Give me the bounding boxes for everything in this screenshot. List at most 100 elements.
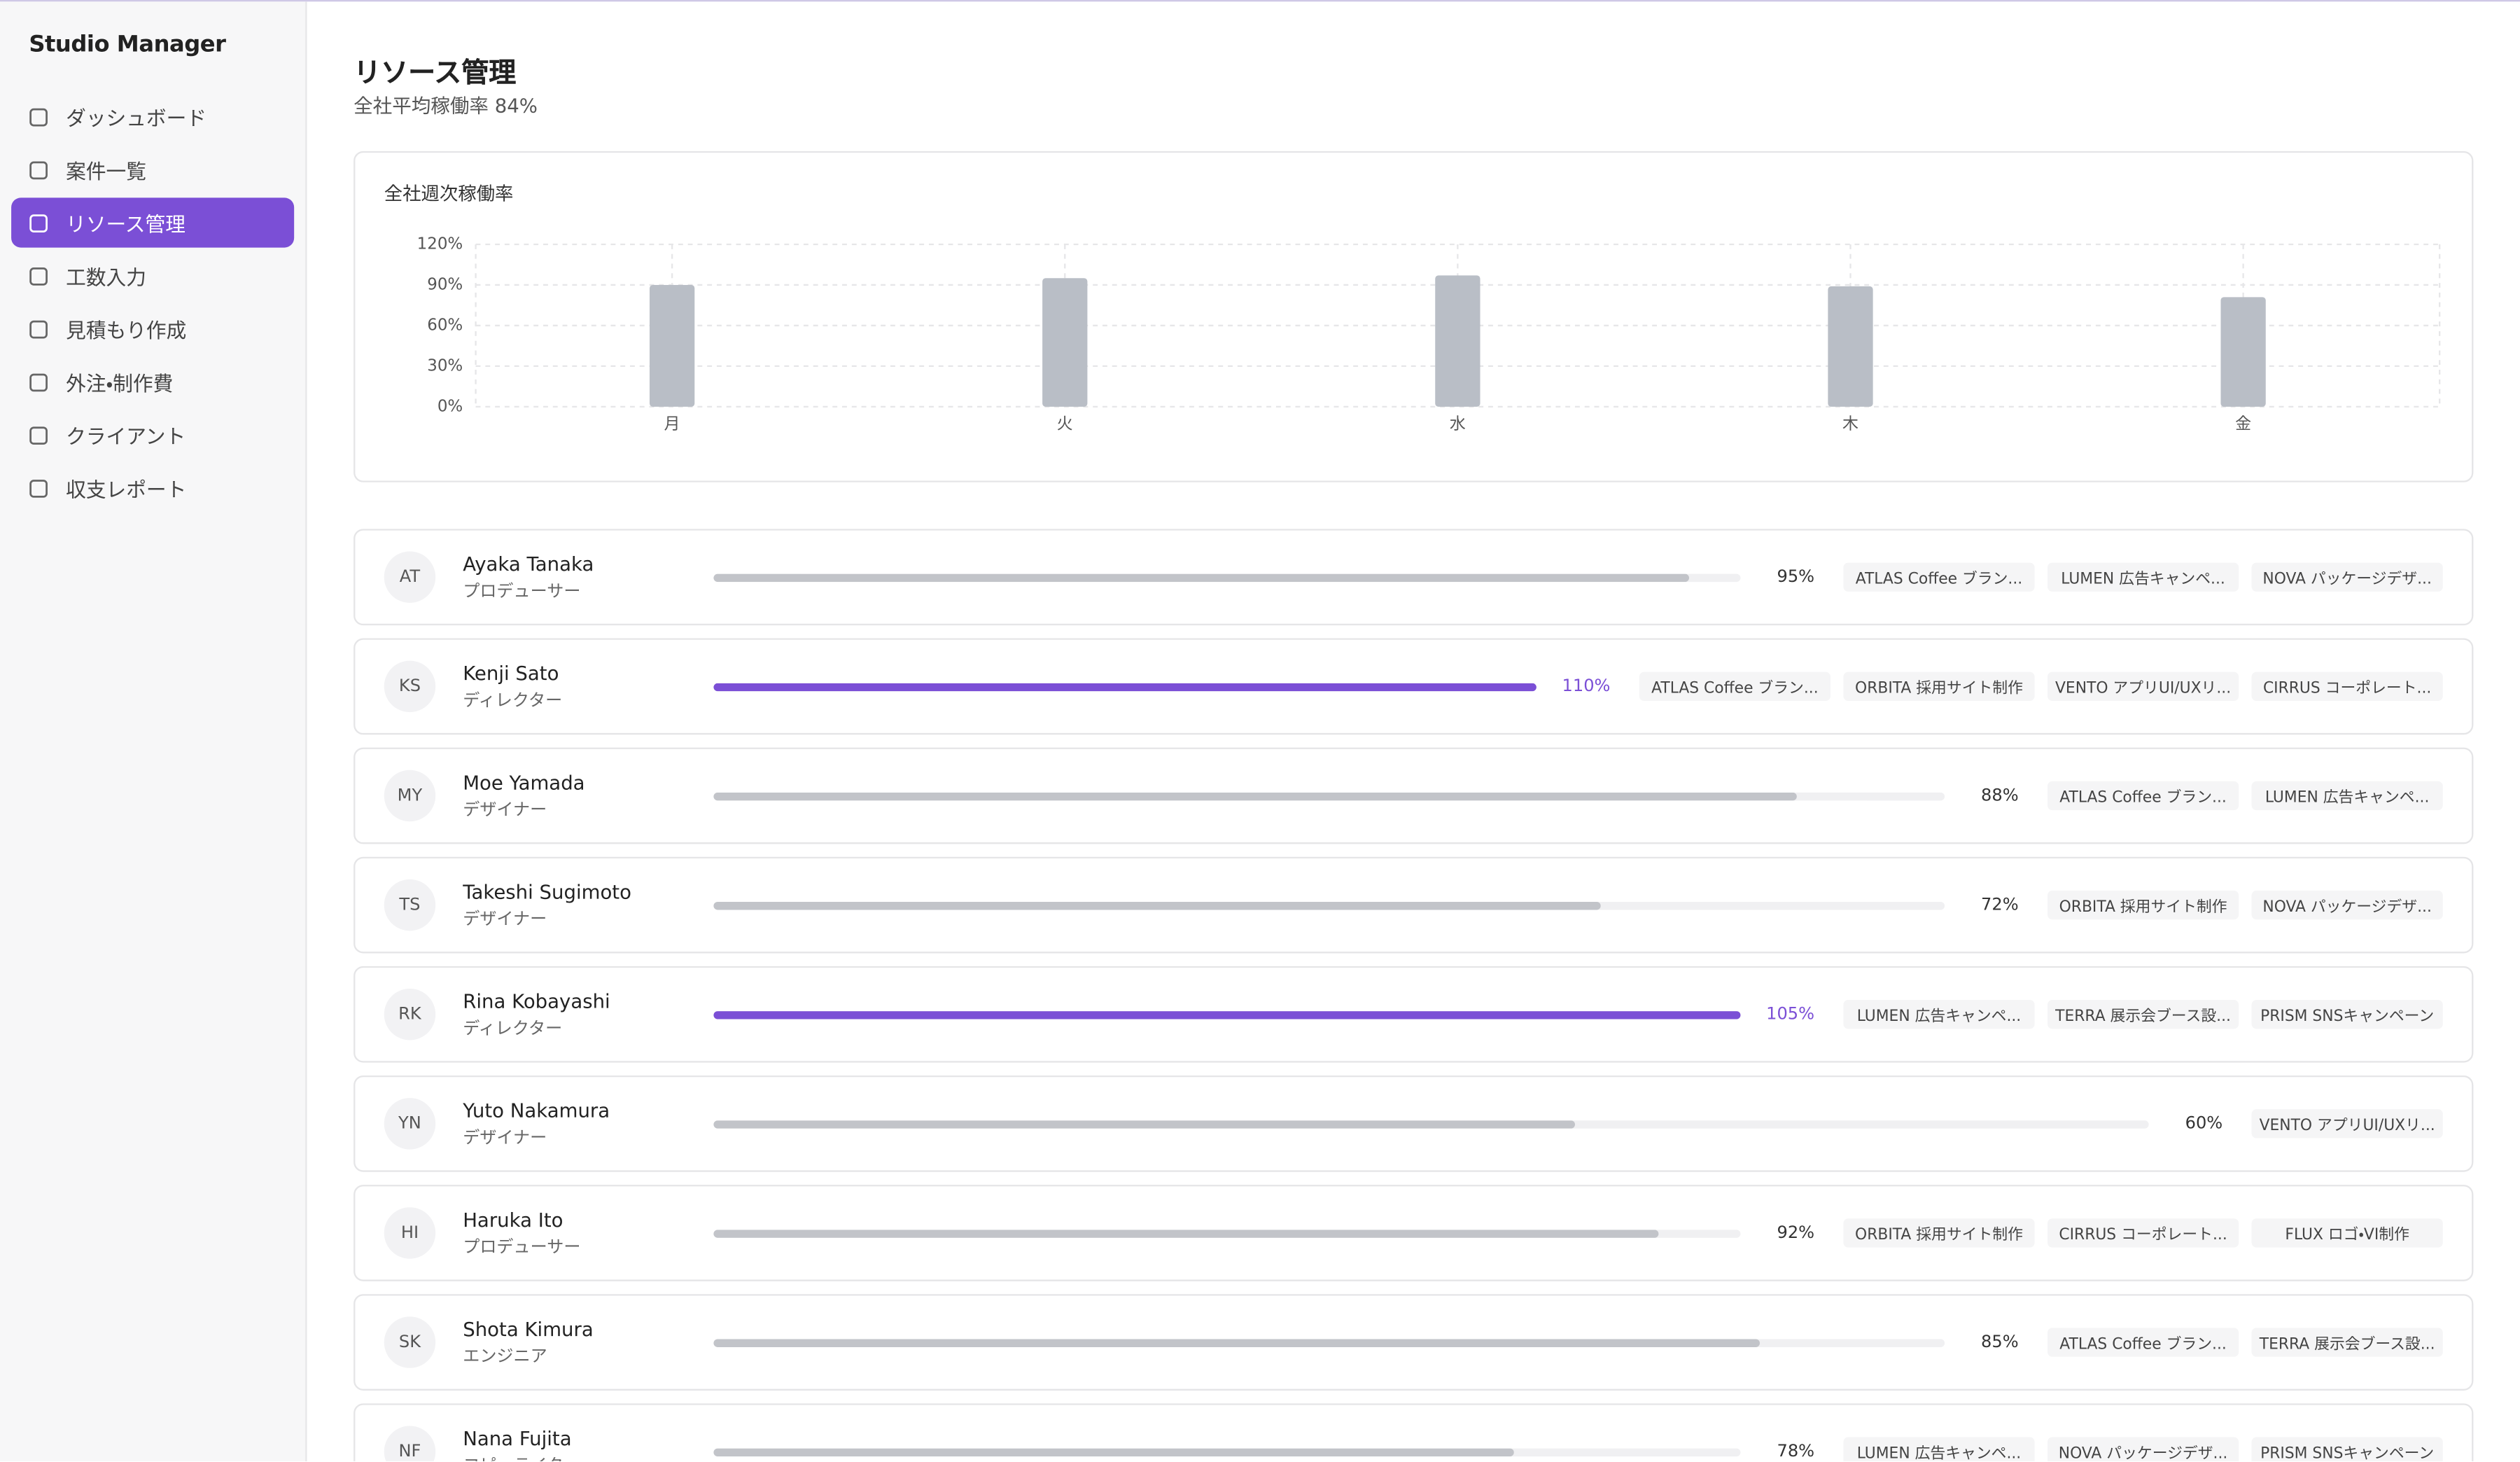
member-row[interactable]: AT Ayaka Tanaka プロデューサー 95% ATLAS Coffee ブラン…: [354, 529, 2474, 626]
page-subtitle: 全社平均稼働率 84%: [354, 95, 538, 118]
member-row[interactable]: KS Kenji Sato ディレクター 110% ATLAS Coffee ブラン..…: [354, 638, 2474, 735]
avatar: MY: [384, 770, 436, 822]
member-row[interactable]: NF Nana Fujita コピーライター 78% LUMEN 広告キャンペ... NO…: [354, 1403, 2474, 1461]
member-name: Moe Yamada: [463, 770, 585, 794]
nav-item[interactable]: 収支レポート: [11, 463, 294, 513]
icon-shape: [29, 160, 48, 179]
project-tag: CIRRUS コーポレート...: [2251, 671, 2443, 702]
utilization-label: 105%: [1766, 1004, 1815, 1024]
chart-title: 全社週次稼働率: [384, 183, 514, 204]
page-title: リソース管理: [354, 57, 517, 90]
project-tag: LUMEN 広告キャンペ...: [2047, 562, 2239, 592]
utilization-label: 92%: [1777, 1223, 1815, 1243]
member-role: プロデューサー: [463, 1237, 581, 1257]
avatar: AT: [384, 551, 436, 603]
nav-item[interactable]: 外注・制作費: [11, 357, 294, 407]
utilization-label: 60%: [2185, 1114, 2223, 1134]
member-role: デザイナー: [463, 800, 547, 819]
nav-label[interactable]: 見積もり作成: [66, 318, 187, 343]
member-info: Takeshi Sugimoto デザイナー: [463, 880, 713, 930]
project-tags: LUMEN 広告キャンペ... TERRA 展示会ブース設... PRISM SNS…: [1843, 1000, 2443, 1029]
project-tag: ATLAS Coffee ブラン...: [2047, 1328, 2239, 1357]
y-tick-label: 30%: [427, 356, 463, 375]
nav-label[interactable]: ダッシュボード: [66, 106, 207, 130]
icon-shape: [29, 266, 48, 285]
utilization-label: 110%: [1562, 676, 1611, 697]
utilization-bar: [713, 1120, 1575, 1128]
icon-shape: [29, 478, 48, 497]
nav-label[interactable]: 収支レポート: [66, 477, 187, 502]
nav-item[interactable]: 工数入力: [11, 251, 294, 300]
utilization-label: 95%: [1777, 567, 1815, 587]
member-info: Shota Kimura エンジニア: [463, 1317, 713, 1367]
utilization-label: 85%: [1981, 1332, 2019, 1352]
avatar: YN: [384, 1098, 436, 1150]
project-tag: PRISM SNSキャンペーン: [2251, 1437, 2443, 1461]
member-row[interactable]: YN Yuto Nakamura デザイナー 60% VENTO アプリUI/UXリ..…: [354, 1075, 2474, 1172]
project-tags: ATLAS Coffee ブラン... LUMEN 広告キャンペ... NOVA パ…: [1843, 562, 2443, 592]
chart: 全社週次稼働率 0% 30% 60% 90% 120% 月 火 水 木 金: [384, 183, 2441, 433]
nav-item[interactable]: 見積もり作成: [11, 304, 294, 354]
project-tag: LUMEN 広告キャンペ...: [2251, 781, 2443, 811]
project-tag: LUMEN 広告キャンペ...: [1843, 1000, 2035, 1029]
nav-item[interactable]: リソース管理: [11, 197, 295, 248]
y-tick-label: 90%: [427, 275, 463, 293]
nav-label[interactable]: 案件一覧: [66, 159, 146, 183]
nav-icon: [29, 160, 48, 179]
nav-label[interactable]: 外注・制作費: [66, 371, 174, 396]
member-name: Rina Kobayashi: [463, 989, 610, 1012]
project-tag: VENTO アプリUI/UXリ...: [2251, 1109, 2443, 1139]
nav-item[interactable]: 案件一覧: [11, 145, 294, 195]
project-tag: PRISM SNSキャンペーン: [2251, 1000, 2443, 1029]
utilization-track: [713, 1010, 1741, 1019]
app-title: Studio Manager: [29, 32, 226, 58]
nav-icon: [29, 266, 48, 285]
x-tick-label: 木: [1842, 415, 1858, 433]
project-tag: ORBITA 採用サイト制作: [1843, 671, 2035, 702]
project-tag: ATLAS Coffee ブラン...: [1843, 562, 2035, 592]
member-row[interactable]: MY Moe Yamada デザイナー 88% ATLAS Coffee ブラン... L…: [354, 747, 2474, 844]
member-name: Nana Fujita: [463, 1426, 572, 1449]
icon-shape: [29, 214, 48, 232]
member-row[interactable]: RK Rina Kobayashi ディレクター 105% LUMEN 広告キャンペ..…: [354, 966, 2474, 1063]
member-name: Ayaka Tanaka: [463, 552, 594, 575]
utilization-track: [713, 1447, 1741, 1456]
member-row[interactable]: SK Shota Kimura エンジニア 85% ATLAS Coffee ブラン..…: [354, 1294, 2474, 1391]
project-tag: ORBITA 採用サイト制作: [1843, 1218, 2035, 1248]
x-tick-label: 金: [2235, 415, 2251, 433]
member-role: ディレクター: [463, 1018, 563, 1038]
project-tags: ATLAS Coffee ブラン... TERRA 展示会ブース設...: [2047, 1328, 2443, 1357]
project-tag: VENTO アプリUI/UXリ...: [2047, 671, 2239, 702]
utilization-bar: [713, 791, 1797, 800]
utilization-track: [713, 900, 1945, 910]
member-role: デザイナー: [463, 1127, 547, 1148]
x-tick-label: 火: [1057, 415, 1073, 433]
nav-label[interactable]: リソース管理: [66, 212, 186, 237]
project-tags: ATLAS Coffee ブラン... LUMEN 広告キャンペ...: [2047, 781, 2443, 811]
project-tag: ORBITA 採用サイト制作: [2047, 890, 2239, 920]
utilization-label: 78%: [1777, 1442, 1815, 1461]
avatar: NF: [384, 1426, 436, 1461]
avatar: RK: [384, 988, 436, 1040]
project-tag: NOVA パッケージデザ...: [2251, 890, 2443, 920]
member-info: Nana Fujita コピーライター: [463, 1427, 713, 1461]
bar: [1828, 286, 1873, 407]
utilization-bar: [713, 573, 1690, 581]
nav-label[interactable]: 工数入力: [66, 265, 146, 290]
nav-item[interactable]: ダッシュボード: [11, 92, 294, 141]
avatar: TS: [384, 879, 436, 931]
project-tag: CIRRUS コーポレート...: [2047, 1218, 2239, 1248]
member-list: AT Ayaka Tanaka プロデューサー 95% ATLAS Coffee ブラン…: [354, 529, 2474, 1461]
nav-label[interactable]: クライアント: [66, 424, 186, 449]
icon-shape: [29, 107, 48, 126]
member-row[interactable]: HI Haruka Ito プロデューサー 92% ORBITA 採用サイト制作 CIRR…: [354, 1185, 2474, 1281]
member-row[interactable]: TS Takeshi Sugimoto デザイナー 72% ORBITA 採用サイト制作…: [354, 856, 2474, 954]
project-tag: LUMEN 広告キャンペ...: [1843, 1437, 2035, 1461]
project-tag: FLUX ロゴ・VI制作: [2251, 1218, 2443, 1248]
bar: [1042, 278, 1088, 407]
nav-item[interactable]: クライアント: [11, 410, 294, 459]
member-info: Ayaka Tanaka プロデューサー: [463, 552, 713, 602]
utilization-bar: [713, 682, 1536, 691]
member-info: Yuto Nakamura デザイナー: [463, 1099, 713, 1148]
project-tag: ATLAS Coffee ブラン...: [2047, 781, 2239, 811]
